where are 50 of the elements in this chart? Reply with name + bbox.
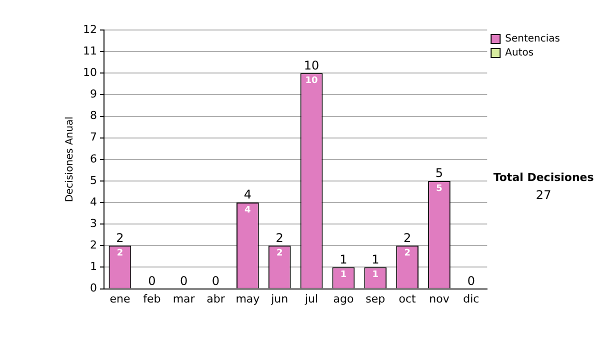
data-label: 2 — [116, 248, 124, 259]
x-tick-label: dic — [463, 292, 480, 306]
x-tick-label: jun — [270, 292, 288, 306]
legend-label: Sentencias — [505, 34, 560, 45]
data-label: 4 — [244, 205, 251, 216]
total-label: 0 — [180, 274, 188, 288]
x-tick-label: jul — [304, 292, 318, 306]
data-label: 5 — [436, 184, 442, 194]
y-tick-label: 10 — [82, 66, 97, 79]
data-label: 2 — [404, 248, 410, 259]
y-tick-label: 7 — [90, 130, 97, 144]
y-tick-label: 5 — [90, 174, 97, 187]
total-label: 10 — [304, 58, 320, 72]
data-label: 10 — [305, 76, 318, 86]
data-label: 2 — [276, 248, 283, 259]
y-axis-title: Decisiones Anual — [64, 116, 76, 202]
y-tick-label: 11 — [82, 44, 97, 58]
y-tick-label: 0 — [90, 282, 97, 295]
total-label: 1 — [340, 252, 348, 266]
total-label: 1 — [372, 252, 380, 266]
y-tick-label: 3 — [90, 216, 97, 230]
text: 27 — [536, 188, 552, 202]
y-tick-label: 4 — [90, 195, 97, 208]
y-tick-label: 2 — [90, 238, 97, 252]
x-tick-label: may — [236, 292, 260, 306]
x-tick-label: feb — [143, 292, 161, 306]
x-tick-label: mar — [172, 292, 196, 306]
total-label: 0 — [212, 274, 220, 288]
x-tick-label: ene — [110, 292, 130, 306]
x-tick-label: ago — [333, 292, 354, 306]
y-tick-label: 12 — [82, 22, 97, 36]
total-label: 2 — [116, 230, 124, 245]
legend-label: Autos — [505, 48, 534, 59]
text: Total Decisiones — [493, 170, 594, 184]
data-label: 1 — [340, 270, 347, 280]
total-label: 0 — [467, 274, 475, 288]
x-tick-label: abr — [206, 292, 226, 306]
x-tick-label: sep — [366, 292, 386, 306]
total-label: 4 — [244, 188, 252, 202]
data-label: 1 — [372, 270, 379, 280]
total-label: 2 — [403, 230, 412, 245]
x-tick-label: nov — [429, 292, 450, 306]
y-tick-label: 6 — [90, 152, 97, 166]
x-tick-label: oct — [398, 292, 417, 306]
total-label: 2 — [276, 230, 284, 245]
total-label: 0 — [148, 274, 156, 288]
total-label: 5 — [435, 166, 444, 180]
y-tick-label: 9 — [90, 88, 97, 101]
y-tick-label: 1 — [90, 260, 97, 274]
y-tick-label: 8 — [90, 109, 97, 122]
